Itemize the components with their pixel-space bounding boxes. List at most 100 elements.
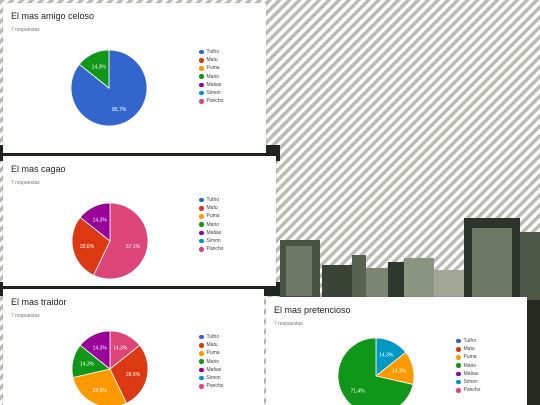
legend-swatch bbox=[199, 222, 204, 227]
legend-swatch bbox=[199, 359, 204, 364]
legend-item-puma: Puma bbox=[456, 353, 480, 361]
chart-card-1: El mas amigo celoso 7 respuestas 85,7% 14… bbox=[3, 3, 266, 153]
chart-title: El mas traidor bbox=[11, 297, 67, 307]
legend-swatch bbox=[199, 230, 204, 236]
legend-label: Tutho bbox=[206, 334, 220, 340]
legend-swatch bbox=[199, 82, 204, 88]
legend-swatch bbox=[199, 66, 204, 71]
legend-swatch bbox=[199, 351, 204, 356]
legend-label: Matias bbox=[463, 370, 479, 377]
pie-slice-label: 71,4% bbox=[350, 388, 365, 394]
legend-swatch bbox=[456, 355, 461, 360]
legend-label: Puma bbox=[463, 354, 477, 361]
legend-label: Simon bbox=[206, 238, 221, 245]
pie-slice-matu bbox=[109, 344, 149, 404]
response-count: 7 respuestas bbox=[11, 180, 40, 186]
legend-item-puma: Puma bbox=[199, 349, 223, 357]
legend-item-simon: Simon bbox=[199, 89, 223, 97]
pie-slice-matias bbox=[79, 202, 111, 242]
pie-slice-label: 14,3% bbox=[93, 218, 108, 224]
legend-swatch bbox=[456, 347, 461, 352]
legend-swatch bbox=[456, 338, 461, 344]
pie-chart: 57,1% 28,6% 14,3% bbox=[71, 202, 149, 280]
legend-label: Pancho bbox=[206, 246, 224, 253]
legend-item-simon: Simon bbox=[199, 374, 223, 382]
chart-legend: Tutho Matu Puma Mario Matias Simon Pancho bbox=[199, 48, 223, 105]
legend-label: Matu bbox=[463, 346, 475, 353]
legend-swatch bbox=[456, 379, 461, 385]
chart-title: El mas amigo celoso bbox=[11, 11, 95, 21]
chart-title: El mas cagao bbox=[11, 164, 66, 174]
pie-slice-label: 14,3% bbox=[80, 362, 95, 368]
legend-item-matias: Matias bbox=[456, 370, 480, 378]
legend-swatch bbox=[199, 74, 204, 79]
pie-slice-label: 14,3% bbox=[93, 346, 108, 352]
legend-label: Simon bbox=[206, 90, 221, 97]
legend-item-tutho: Tutho bbox=[199, 196, 223, 204]
legend-label: Simon bbox=[206, 375, 221, 382]
legend-item-simon: Simon bbox=[199, 237, 223, 245]
legend-item-pancho: Pancho bbox=[199, 245, 223, 253]
legend-item-mario: Mario bbox=[199, 358, 223, 366]
chart-legend: Tutho Matu Puma Mario Matias Simon Pancho bbox=[199, 196, 223, 253]
pie-slice-label: 14,3% bbox=[92, 65, 107, 71]
response-count: 7 respuestas bbox=[11, 313, 40, 319]
legend-label: Pancho bbox=[463, 387, 481, 394]
pie-slice-label: 14,3% bbox=[379, 353, 394, 359]
pie-slice-pancho bbox=[92, 202, 149, 280]
pie-slice-label: 28,6% bbox=[126, 372, 141, 378]
legend-item-matu: Matu bbox=[199, 341, 223, 349]
legend-item-tutho: Tutho bbox=[456, 337, 480, 345]
legend-swatch bbox=[199, 367, 204, 373]
legend-swatch bbox=[199, 197, 204, 203]
pie-slice-matu bbox=[71, 216, 111, 276]
legend-label: Matu bbox=[206, 342, 218, 349]
legend-item-matu: Matu bbox=[456, 345, 480, 353]
legend-item-pancho: Pancho bbox=[199, 97, 223, 105]
legend-label: Matu bbox=[206, 205, 218, 212]
response-count: 7 respuestas bbox=[11, 27, 40, 33]
pie-slice-label: 14,3% bbox=[113, 346, 128, 352]
legend-label: Mario bbox=[463, 362, 477, 369]
legend-swatch bbox=[199, 238, 204, 244]
chart-legend: Tutho Matu Puma Mario Matias Simon Pancho bbox=[199, 333, 223, 390]
response-count: 7 respuestas bbox=[274, 321, 303, 327]
pie-slice-label: 28,6% bbox=[80, 244, 95, 250]
legend-label: Pancho bbox=[206, 383, 224, 390]
legend-swatch bbox=[199, 49, 204, 55]
legend-swatch bbox=[199, 343, 204, 348]
legend-item-matias: Matias bbox=[199, 81, 223, 89]
legend-swatch bbox=[199, 206, 204, 211]
legend-label: Puma bbox=[206, 213, 220, 220]
legend-swatch bbox=[456, 371, 461, 377]
pie-chart: 14,3% 14,3% 71,4% bbox=[337, 337, 415, 405]
pie-slice-mario bbox=[78, 49, 110, 89]
pie-chart: 85,7% 14,3% bbox=[70, 49, 148, 127]
legend-item-tutho: Tutho bbox=[199, 48, 223, 56]
legend-item-matu: Matu bbox=[199, 56, 223, 64]
pie-slice-label: 14,3% bbox=[392, 369, 407, 375]
legend-label: Pancho bbox=[206, 98, 224, 105]
legend-label: Tutho bbox=[206, 49, 220, 55]
legend-item-matias: Matias bbox=[199, 229, 223, 237]
legend-item-mario: Mario bbox=[199, 73, 223, 81]
legend-item-puma: Puma bbox=[199, 64, 223, 72]
legend-label: Simon bbox=[463, 379, 478, 386]
pie-slice-mario bbox=[337, 337, 414, 405]
legend-item-matias: Matias bbox=[199, 366, 223, 374]
legend-swatch bbox=[199, 214, 204, 219]
chart-card-3: El mas traidor 7 respuestas 14,3% 28,6% 28… bbox=[3, 289, 264, 405]
legend-label: Matias bbox=[206, 366, 222, 373]
chart-title: El mas pretencioso bbox=[274, 305, 351, 315]
legend-label: Tutho bbox=[463, 338, 477, 344]
pie-chart: 14,3% 28,6% 28,6% 14,3% 14,3% bbox=[71, 330, 149, 405]
legend-swatch bbox=[199, 384, 204, 389]
legend-label: Mario bbox=[206, 73, 220, 80]
legend-label: Matias bbox=[206, 229, 222, 236]
legend-item-mario: Mario bbox=[456, 362, 480, 370]
legend-swatch bbox=[456, 388, 461, 393]
legend-swatch bbox=[199, 58, 204, 63]
legend-item-puma: Puma bbox=[199, 212, 223, 220]
legend-label: Puma bbox=[206, 65, 220, 72]
pie-slice-label: 57,1% bbox=[126, 244, 141, 250]
